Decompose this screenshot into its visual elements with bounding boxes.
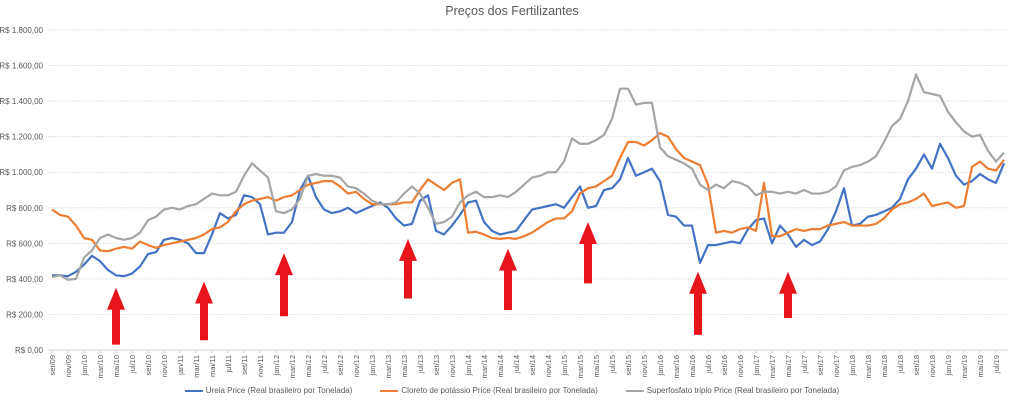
x-tick-label: jan/11	[176, 355, 185, 376]
x-tick-label: mar/10	[96, 355, 105, 378]
x-tick-label: nov/16	[736, 355, 745, 378]
x-tick-label: jul/19	[992, 355, 1001, 374]
x-tick-label: set/15	[624, 355, 633, 375]
x-tick-label: jul/13	[416, 355, 425, 374]
y-tick-label: R$ 1.200,00	[0, 133, 44, 142]
x-tick-label: jan/19	[944, 355, 953, 376]
x-tick-label: nov/09	[64, 355, 73, 378]
red-arrow-annotation	[195, 281, 213, 341]
x-tick-label: set/12	[336, 355, 345, 375]
x-tick-label: mai/15	[592, 355, 601, 378]
x-tick-label: mar/11	[192, 355, 201, 378]
x-tick-label: mai/14	[496, 355, 505, 378]
red-arrow-annotation	[689, 271, 707, 335]
series-line-ureia	[52, 142, 1006, 278]
y-tick-label: R$ 800,00	[6, 204, 43, 213]
legend-label: Cloreto de potássio Price (Real brasilei…	[401, 386, 598, 395]
x-tick-label: set/16	[720, 355, 729, 375]
series-line-cloreto	[51, 132, 1005, 253]
red-arrow-annotation	[499, 248, 517, 310]
x-tick-label: mar/16	[672, 355, 681, 378]
red-arrow-annotation	[275, 253, 293, 317]
y-tick-label: R$ 400,00	[6, 275, 43, 284]
chart-title: Preços dos Fertilizantes	[445, 4, 579, 18]
x-tick-label: mar/18	[864, 355, 873, 378]
y-tick-label: R$ 0,00	[15, 346, 44, 355]
legend-label: Ureia Price (Real brasileiro por Tonelad…	[205, 386, 353, 395]
x-tick-label: mar/14	[480, 355, 489, 378]
x-tick-label: set/11	[240, 355, 249, 375]
y-tick-label: R$ 1.400,00	[0, 97, 44, 106]
x-tick-label: mai/10	[112, 355, 121, 378]
x-tick-label: jan/12	[272, 355, 281, 376]
x-tick-label: jul/17	[800, 355, 809, 374]
legend-label: Superfosfato triplo Price (Real brasilei…	[646, 386, 840, 395]
legend-swatch	[184, 389, 203, 392]
red-arrow-annotation	[399, 238, 417, 299]
series-line-superfosfato	[51, 73, 1005, 281]
y-tick-label: R$ 1.600,00	[0, 62, 44, 71]
x-tick-label: jul/15	[608, 355, 617, 374]
x-tick-label: mar/17	[768, 355, 777, 378]
x-tick-label: nov/18	[928, 355, 937, 378]
x-tick-label: mai/17	[784, 355, 793, 378]
x-tick-label: mai/16	[688, 355, 697, 378]
x-tick-label: mai/11	[208, 355, 217, 377]
x-tick-label: mai/19	[976, 355, 985, 378]
legend-item-ureia: Ureia Price (Real brasileiro por Tonelad…	[184, 386, 353, 395]
x-tick-label: jul/10	[128, 355, 137, 374]
x-tick-label: nov/12	[352, 355, 361, 378]
y-tick-label: R$ 600,00	[6, 239, 43, 248]
x-tick-label: mar/13	[384, 355, 393, 378]
x-tick-label: jan/16	[656, 355, 665, 376]
x-tick-label: set/18	[912, 355, 921, 375]
x-tick-label: nov/15	[640, 355, 649, 378]
legend: Ureia Price (Real brasileiro por Tonelad…	[0, 386, 1024, 395]
legend-item-superfosfato: Superfosfato triplo Price (Real brasilei…	[625, 386, 840, 395]
x-tick-label: jul/16	[704, 355, 713, 374]
x-tick-label: set/10	[144, 355, 153, 375]
x-tick-label: jul/11	[224, 355, 233, 373]
x-tick-label: jul/14	[512, 355, 521, 374]
y-tick-label: R$ 1.800,00	[0, 26, 44, 35]
x-tick-label: jan/10	[80, 355, 89, 376]
legend-item-cloreto: Cloreto de potássio Price (Real brasilei…	[380, 386, 598, 395]
x-tick-label: jan/14	[464, 355, 473, 376]
x-tick-label: jan/18	[848, 355, 857, 376]
x-tick-label: jan/13	[368, 355, 377, 376]
x-tick-label: nov/10	[160, 355, 169, 378]
x-tick-label: set/09	[48, 355, 57, 375]
x-tick-label: mar/12	[288, 355, 297, 378]
x-tick-label: mar/15	[576, 355, 585, 378]
x-tick-label: mai/12	[304, 355, 313, 378]
x-tick-label: set/17	[816, 355, 825, 375]
x-tick-label: jan/17	[752, 355, 761, 376]
legend-swatch	[625, 389, 644, 392]
x-tick-label: mai/18	[880, 355, 889, 378]
x-tick-label: jan/15	[560, 355, 569, 376]
x-tick-label: mai/13	[400, 355, 409, 378]
x-tick-label: nov/13	[448, 355, 457, 378]
x-tick-label: set/14	[528, 355, 537, 375]
red-arrow-annotation	[579, 222, 597, 284]
y-tick-label: R$ 200,00	[6, 310, 43, 319]
red-arrow-annotation	[779, 271, 797, 318]
x-tick-label: jul/12	[320, 355, 329, 374]
x-tick-label: nov/14	[544, 355, 553, 378]
legend-swatch	[380, 389, 399, 392]
x-tick-label: nov/11	[256, 355, 265, 377]
x-tick-label: set/13	[432, 355, 441, 375]
x-tick-label: mar/19	[960, 355, 969, 378]
y-tick-label: R$ 1.000,00	[0, 168, 44, 177]
red-arrow-annotation	[107, 287, 125, 345]
x-tick-label: jul/18	[896, 355, 905, 374]
x-tick-label: nov/17	[832, 355, 841, 378]
